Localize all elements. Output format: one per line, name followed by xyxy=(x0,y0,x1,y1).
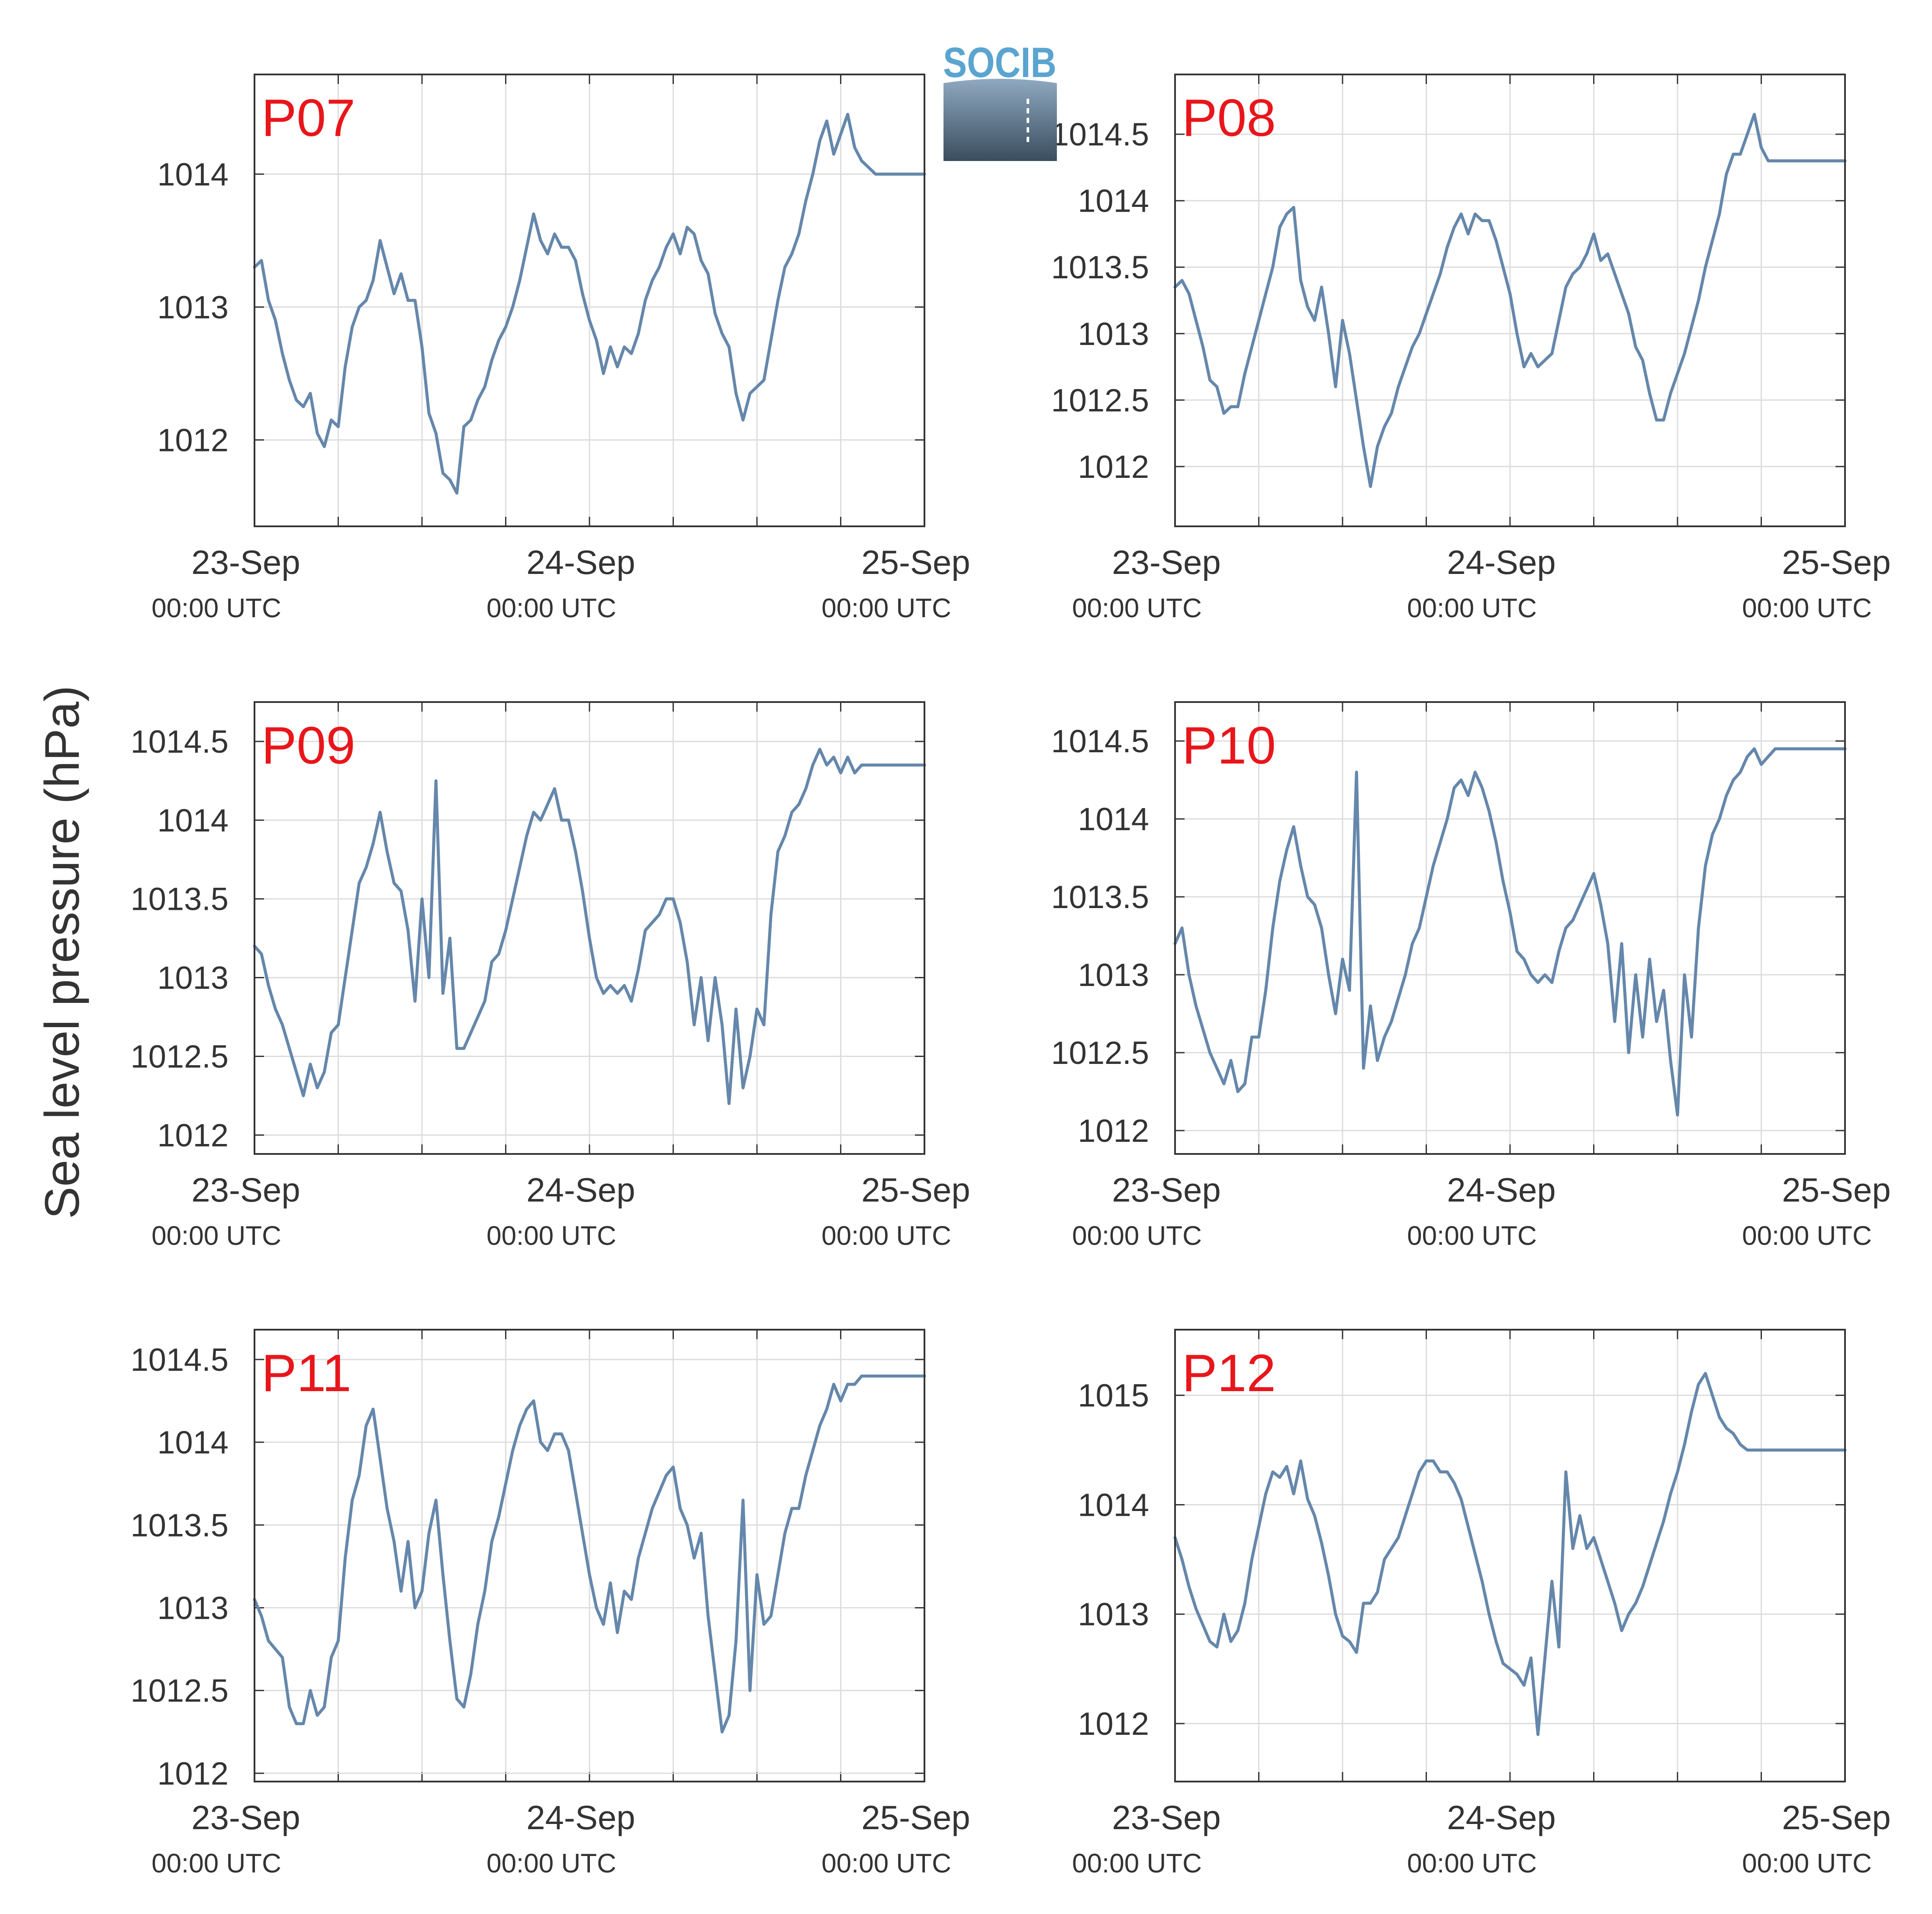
panel-label: P09 xyxy=(261,716,355,775)
x-tick-time: 00:00 UTC xyxy=(1742,593,1872,623)
x-tick-date: 23-Sep xyxy=(191,1798,300,1837)
y-tick-label: 1014.5 xyxy=(131,1342,229,1378)
y-tick-label: 1012.5 xyxy=(131,1673,229,1709)
series-line xyxy=(1173,747,1847,1117)
y-tick-label: 1014 xyxy=(157,802,229,838)
x-tick-date: 23-Sep xyxy=(1112,543,1221,581)
y-tick-label: 1012 xyxy=(1078,1706,1149,1742)
series-line xyxy=(253,748,926,1105)
x-tick-date: 25-Sep xyxy=(861,543,970,581)
y-tick-label: 1012.5 xyxy=(131,1038,229,1074)
x-tick-date: 24-Sep xyxy=(526,1798,635,1837)
y-tick-label: 1013.5 xyxy=(131,881,229,917)
x-tick-date: 23-Sep xyxy=(1112,1798,1221,1837)
x-tick-date: 25-Sep xyxy=(1782,543,1891,581)
plot-frame xyxy=(1174,701,1846,1155)
y-tick-label: 1013.5 xyxy=(131,1507,229,1543)
panel-p08: 1012 1012.5 1013 1013.5 1014 1014.5 23-Sep 00:0… xyxy=(1051,74,1891,623)
x-tick-time: 00:00 UTC xyxy=(486,1221,616,1251)
y-tick-label: 1013 xyxy=(157,1590,229,1626)
panel-p07: 1012 1013 1014 23-Sep 00:00 UTC 24-Sep 00:00 U… xyxy=(151,74,970,623)
x-tick-date: 25-Sep xyxy=(1782,1171,1891,1209)
y-tick-label: 1013 xyxy=(1078,316,1149,352)
panel-p12: 1012 1013 1014 1015 23-Sep 00:00 UTC 24-Sep 00:… xyxy=(1072,1329,1891,1879)
y-tick-label: 1012.5 xyxy=(1051,1035,1149,1071)
x-tick-date: 25-Sep xyxy=(861,1171,970,1209)
x-tick-time: 00:00 UTC xyxy=(1407,593,1537,623)
plot-frame xyxy=(1174,1329,1846,1782)
y-tick-label: 1013 xyxy=(157,289,229,325)
y-tick-label: 1012 xyxy=(1078,1113,1149,1149)
y-tick-label: 1014 xyxy=(157,156,229,192)
y-tick-label: 1013 xyxy=(1078,957,1149,993)
y-tick-label: 1012.5 xyxy=(1051,382,1149,418)
panel-p10: 1012 1012.5 1013 1013.5 1014 1014.5 23-Sep 00:0… xyxy=(1051,701,1891,1251)
series-line xyxy=(253,1374,926,1734)
x-tick-time: 00:00 UTC xyxy=(151,593,281,623)
socib-logo-text: SOCIB xyxy=(943,39,1056,86)
y-tick-label: 1012 xyxy=(157,1117,229,1153)
y-tick-label: 1014 xyxy=(1078,801,1149,837)
panel-label: P12 xyxy=(1182,1344,1276,1402)
x-tick-date: 24-Sep xyxy=(1447,1171,1556,1209)
series-line xyxy=(253,113,926,495)
x-tick-date: 25-Sep xyxy=(1782,1798,1891,1837)
y-tick-label: 1012 xyxy=(157,422,229,458)
series-line xyxy=(1173,113,1847,488)
x-tick-time: 00:00 UTC xyxy=(1072,593,1202,623)
x-tick-time: 00:00 UTC xyxy=(821,1849,951,1879)
x-tick-time: 00:00 UTC xyxy=(486,593,616,623)
x-tick-date: 23-Sep xyxy=(191,1171,300,1209)
x-tick-date: 23-Sep xyxy=(191,543,300,581)
x-tick-date: 24-Sep xyxy=(526,543,635,581)
panel-label: P07 xyxy=(261,88,355,147)
x-tick-time: 00:00 UTC xyxy=(821,593,951,623)
x-tick-date: 23-Sep xyxy=(1112,1171,1221,1209)
x-tick-time: 00:00 UTC xyxy=(1072,1221,1202,1251)
figure-ylabel: Sea level pressure (hPa) xyxy=(35,686,89,1219)
y-tick-label: 1013.5 xyxy=(1051,879,1149,915)
panel-label: P11 xyxy=(261,1344,351,1402)
plot-frame xyxy=(254,1329,925,1782)
x-tick-date: 24-Sep xyxy=(1447,543,1556,581)
plot-frame xyxy=(254,701,925,1155)
y-tick-label: 1013 xyxy=(157,960,229,996)
y-tick-label: 1014.5 xyxy=(1051,116,1149,152)
y-tick-label: 1012 xyxy=(1078,449,1149,485)
y-tick-label: 1015 xyxy=(1078,1378,1149,1414)
x-tick-time: 00:00 UTC xyxy=(1072,1849,1202,1879)
x-tick-date: 24-Sep xyxy=(526,1171,635,1209)
y-tick-label: 1014 xyxy=(157,1424,229,1460)
socib-logo-wave xyxy=(943,79,1057,161)
panel-p11: 1012 1012.5 1013 1013.5 1014 1014.5 23-Sep 00:0… xyxy=(131,1329,970,1879)
y-tick-label: 1013 xyxy=(1078,1596,1149,1632)
y-tick-label: 1014 xyxy=(1078,183,1149,219)
panel-p09: 1012 1012.5 1013 1013.5 1014 1014.5 23-Sep 00:0… xyxy=(131,701,970,1251)
socib-logo: SOCIB xyxy=(943,39,1057,161)
x-tick-time: 00:00 UTC xyxy=(1407,1849,1537,1879)
panel-label: P10 xyxy=(1182,716,1276,775)
y-tick-label: 1014 xyxy=(1078,1487,1149,1523)
y-tick-label: 1012 xyxy=(157,1756,229,1792)
x-tick-time: 00:00 UTC xyxy=(821,1221,951,1251)
plot-frame xyxy=(1174,74,1846,527)
x-tick-time: 00:00 UTC xyxy=(151,1221,281,1251)
y-tick-label: 1013.5 xyxy=(1051,249,1149,285)
panel-label: P08 xyxy=(1182,88,1276,147)
series-line xyxy=(1173,1372,1847,1736)
x-tick-time: 00:00 UTC xyxy=(486,1849,616,1879)
x-tick-time: 00:00 UTC xyxy=(1407,1221,1537,1251)
x-tick-time: 00:00 UTC xyxy=(1742,1221,1872,1251)
y-tick-label: 1014.5 xyxy=(1051,723,1149,759)
x-tick-date: 24-Sep xyxy=(1447,1798,1556,1837)
plot-frame xyxy=(254,74,925,527)
x-tick-date: 25-Sep xyxy=(861,1798,970,1837)
y-tick-label: 1014.5 xyxy=(131,724,229,760)
panels: 1012 1013 1014 23-Sep 00:00 UTC 24-Sep 00:00 U… xyxy=(131,74,1891,1879)
x-tick-time: 00:00 UTC xyxy=(151,1849,281,1879)
x-tick-time: 00:00 UTC xyxy=(1742,1849,1872,1879)
